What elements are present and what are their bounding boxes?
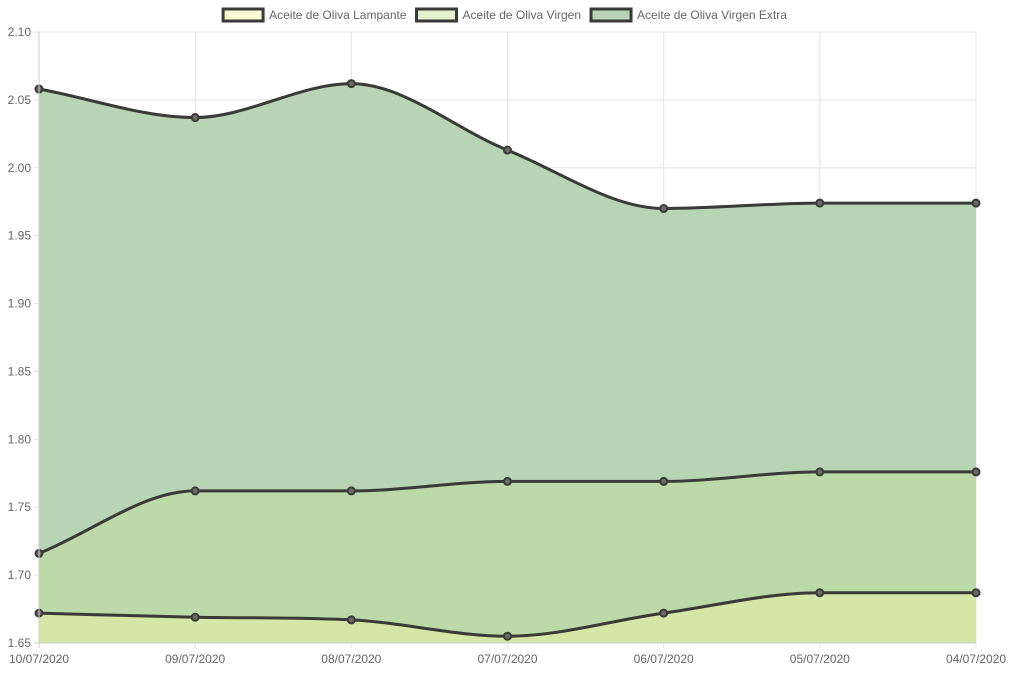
y-tick-label: 1.70 xyxy=(8,568,32,582)
y-tick-label: 2.00 xyxy=(8,161,32,175)
data-point[interactable] xyxy=(815,467,825,477)
data-point[interactable] xyxy=(815,588,825,598)
legend-item-1[interactable]: Aceite de Oliva Virgen xyxy=(415,7,582,23)
data-point[interactable] xyxy=(971,198,981,208)
series-area-0 xyxy=(39,592,976,643)
x-tick-label: 09/07/2020 xyxy=(165,652,225,666)
legend-label: Aceite de Oliva Lampante xyxy=(269,8,407,22)
x-tick-label: 05/07/2020 xyxy=(790,652,850,666)
data-point[interactable] xyxy=(346,615,356,625)
x-axis: 10/07/2020 09/07/2020 08/07/2020 07/07/2020… xyxy=(9,642,1006,666)
data-point[interactable] xyxy=(190,612,200,622)
x-tick-label: 04/07/2020 xyxy=(946,652,1006,666)
legend-item-2[interactable]: Aceite de Oliva Virgen Extra xyxy=(589,7,787,23)
legend-label: Aceite de Oliva Virgen Extra xyxy=(637,8,787,22)
data-point[interactable] xyxy=(346,486,356,496)
y-tick-label: 2.05 xyxy=(8,93,32,107)
legend-swatch xyxy=(221,7,265,23)
y-tick-label: 1.65 xyxy=(8,636,32,650)
y-tick-label: 1.90 xyxy=(8,297,32,311)
legend-swatch xyxy=(589,7,633,23)
data-point[interactable] xyxy=(346,79,356,89)
data-point[interactable] xyxy=(971,467,981,477)
data-point[interactable] xyxy=(659,608,669,618)
data-point[interactable] xyxy=(659,204,669,214)
data-point[interactable] xyxy=(815,198,825,208)
y-tick-label: 1.95 xyxy=(8,229,32,243)
x-tick-label: 07/07/2020 xyxy=(477,652,537,666)
data-point[interactable] xyxy=(503,631,512,641)
x-tick-label: 08/07/2020 xyxy=(321,652,381,666)
legend-swatch xyxy=(415,7,459,23)
y-axis: 1.65 1.70 1.75 1.80 1.85 1.90 1.95 2.00 2.05 2.10 xyxy=(8,25,40,650)
legend: Aceite de Oliva Lampante Aceite de Oliva … xyxy=(221,7,787,23)
data-point[interactable] xyxy=(503,476,512,486)
legend-label: Aceite de Oliva Virgen xyxy=(463,8,582,22)
data-point[interactable] xyxy=(190,113,200,123)
x-tick-label: 06/07/2020 xyxy=(634,652,694,666)
data-point[interactable] xyxy=(503,145,512,155)
y-tick-label: 1.85 xyxy=(8,364,32,378)
legend-item-0[interactable]: Aceite de Oliva Lampante xyxy=(221,7,407,23)
y-tick-label: 2.10 xyxy=(8,25,32,39)
data-point[interactable] xyxy=(659,476,669,486)
y-tick-label: 1.80 xyxy=(8,432,32,446)
x-tick-label: 10/07/2020 xyxy=(9,652,69,666)
data-point[interactable] xyxy=(971,588,981,598)
data-point[interactable] xyxy=(190,486,200,496)
y-tick-label: 1.75 xyxy=(8,500,32,514)
